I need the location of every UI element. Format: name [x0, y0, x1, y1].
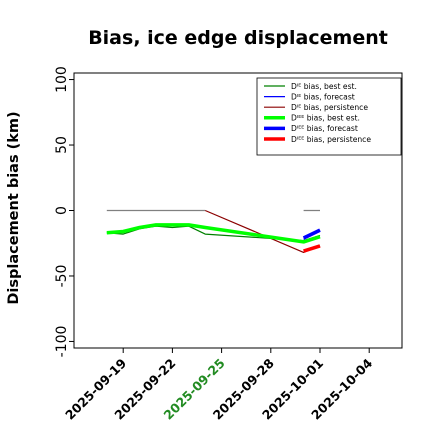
y-tick-label: -100	[54, 326, 70, 358]
legend-label: Dᴵᴱᴱ bias, persistence	[291, 135, 371, 144]
chart-title: Bias, ice edge displacement	[88, 27, 388, 49]
y-tick-label: 0	[54, 206, 70, 215]
legend-label: Dᴵᴱᴱ bias, best est.	[291, 114, 360, 123]
y-tick-label: 50	[54, 136, 70, 154]
series-line-5	[303, 244, 321, 253]
y-tick-label: -50	[54, 265, 70, 288]
x-ticks: 2025-09-192025-09-222025-09-252025-09-28…	[62, 348, 376, 423]
y-axis-label: Displacement bias (km)	[6, 111, 22, 304]
legend: Dᴵᴱ bias, best est.Dᴵᴱ bias, forecast Dᴵᴱ…	[256, 77, 402, 156]
series-line-3	[106, 223, 321, 244]
legend-label: Dᴵᴱᴱ bias, forecast	[291, 124, 358, 133]
legend-label: Dᴵᴱ bias, best est.	[291, 82, 357, 91]
legend-label: Dᴵᴱ bias, forecast	[291, 92, 355, 101]
series-line-4	[302, 228, 321, 240]
y-ticks: 100 50 0 -50 -100	[54, 66, 74, 357]
legend-label: Dᴵᴱ bias, persistence	[291, 103, 368, 112]
series-layer	[106, 209, 321, 253]
y-tick-label: 100	[54, 66, 70, 93]
